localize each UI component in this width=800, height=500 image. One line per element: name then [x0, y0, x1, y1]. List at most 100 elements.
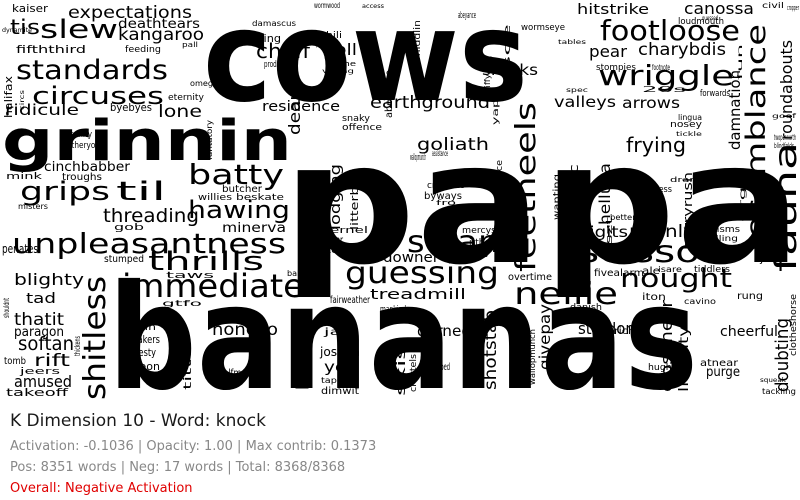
word-unpleasantness: unpleasantness [12, 227, 286, 260]
word-threading: threading [103, 205, 199, 227]
word-yap: assistance [432, 149, 448, 158]
word-dimwit: dimwit [321, 386, 359, 397]
word-lone: lone [158, 102, 202, 122]
word-canossa: canossa [684, 0, 754, 18]
word-prisms: prisms [706, 225, 740, 235]
word-count-stats: Pos: 8351 words | Neg: 17 words | Total:… [10, 460, 346, 475]
word-tame: shouldnt [2, 298, 11, 318]
word-lingua: nosey [670, 120, 703, 130]
word-kaiser: kaiser [12, 2, 49, 15]
word-cloud-canvas: papa bananas cows grinnin immediate unpl… [2, 0, 800, 400]
word-papa: papa [282, 106, 800, 302]
word-valleys: valleys [554, 93, 616, 111]
word-tomb: liein [130, 323, 156, 333]
word-earthground: earthground [370, 93, 490, 113]
word-balances: gtfo [162, 299, 202, 308]
word-cows: cows [203, 0, 528, 130]
word-groundwork: groundwork [517, 339, 526, 385]
word-hughie: hughie [648, 363, 680, 373]
word-cavino: cavino [684, 297, 716, 306]
word-footloose: shitless [78, 276, 113, 400]
word-arrows: arrows [622, 94, 680, 112]
word-footnote: stompies [596, 63, 636, 73]
word-resemblance: resemblance [741, 24, 772, 252]
word-chaff: chaff [256, 39, 311, 63]
word-shakers: carbon [122, 360, 160, 373]
word-jiffy: fro [436, 199, 456, 207]
word-titter: jag [322, 327, 354, 338]
word-roundabouts: roundabouts [777, 40, 796, 140]
word-voting: tame [330, 60, 356, 68]
word-mares: wormwood [314, 1, 340, 10]
word-tackling: tackling [762, 387, 796, 396]
word-twopennorth: orgy [738, 173, 747, 222]
word-standards: standards [16, 55, 168, 86]
word-liability: liability [677, 326, 692, 392]
word-yen: yen [324, 358, 358, 376]
word-wormseye: sce [503, 23, 513, 70]
word-iton: iton [642, 292, 666, 303]
word-greatness: drama [670, 176, 708, 184]
chart-title: K Dimension 10 - Word: knock [10, 411, 266, 431]
word-fantatory: fun [737, 43, 744, 80]
word-write: mankind [380, 305, 406, 315]
word-mlow: goof [772, 113, 798, 120]
word-whiz: civil [762, 1, 784, 10]
word-stompies: wormseye [521, 23, 565, 33]
word-jeers: shakers [128, 333, 160, 346]
word-grinnin: grinnin [2, 109, 292, 174]
word-hurryrush: hurryrush [681, 172, 695, 250]
word-overtime: overtime [508, 272, 552, 283]
word-nosey: forwards [700, 89, 730, 99]
word-taped: taped [321, 376, 349, 385]
word-hawing: hawing [188, 196, 290, 224]
word-hitstrike: hitstrike [577, 2, 649, 18]
word-troughs: thitheryon [62, 141, 100, 151]
word-damascus: damascus [252, 19, 296, 28]
word-wilding: wanting [552, 174, 563, 220]
word-gob: jiffy [483, 74, 492, 91]
word-tis: tis [10, 15, 40, 39]
word-amused: amused [14, 372, 72, 391]
word-loudmouth: 20s [642, 85, 686, 94]
word-ridicule: ridicule [5, 101, 79, 119]
word-chocks: gob [114, 223, 144, 233]
word-mankind: balances [287, 269, 323, 278]
word-forwards: loudmouth [678, 17, 724, 27]
word-byebyes: byebyes [110, 101, 152, 114]
overall-activation-label: Overall: Negative Activation [10, 481, 193, 496]
word-breather: fairweather [330, 295, 371, 306]
word-rift: rift [34, 351, 70, 371]
word-omega: omega [190, 79, 218, 88]
word-politic: liszt [605, 216, 615, 255]
word-cloud: papa bananas cows grinnin immediate unpl… [0, 0, 800, 400]
word-nellie: nellie [514, 277, 618, 312]
word-guessed: tables [558, 39, 586, 46]
word-changing: changing [229, 32, 281, 45]
word-sce: abeyance [458, 11, 476, 21]
word-abeyance: abeyance [384, 70, 395, 118]
activation-stats: Activation: -0.1036 | Opacity: 1.00 | Ma… [10, 439, 377, 454]
word-halifax: halifax [2, 75, 15, 118]
word-paragon: paragon [14, 325, 64, 340]
word-skis: slumped [428, 362, 450, 373]
word-expectations: expectations [68, 3, 192, 23]
word-slue: slue [347, 250, 381, 266]
word-fun: cropper [787, 4, 799, 12]
word-digits: digits [578, 223, 628, 241]
word-tickle: spec [566, 87, 588, 94]
word-fivealarm: fivealarm [594, 268, 644, 279]
word-wanting: politic [567, 164, 581, 220]
word-pajamas: pajamas [290, 320, 310, 390]
word-bananas: bananas [108, 254, 698, 400]
word-givepay: givepay [536, 304, 554, 370]
word-carbon: halfmast [218, 368, 254, 379]
word-fairweather: taws [166, 271, 215, 281]
word-cropper: tickle [676, 131, 702, 138]
word-thatit: thatit [14, 310, 64, 330]
word-durned: durned [417, 322, 471, 340]
word-butcher: troughs [62, 172, 102, 183]
info-panel: K Dimension 10 - Word: knock Activation:… [10, 410, 790, 497]
word-wriggle: wriggle [598, 59, 734, 92]
word-treadmill: treadmill [370, 287, 466, 303]
